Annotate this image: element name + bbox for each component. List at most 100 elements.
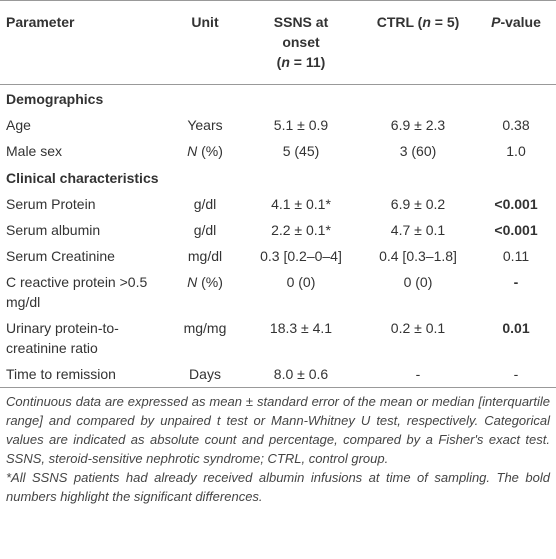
header-text: n xyxy=(281,54,290,70)
cell: N (%) xyxy=(168,269,242,315)
cell-text: Time to remission xyxy=(6,366,116,382)
cell-text: Serum Protein xyxy=(6,196,96,212)
cell-text: g/dl xyxy=(193,222,217,238)
cell-text: Days xyxy=(189,366,221,382)
cell-text: (%) xyxy=(197,143,223,159)
section-title: Demographics xyxy=(6,91,104,107)
data-row: Time to remission Days 8.0 ± 0.6 - - xyxy=(0,361,556,388)
header-cell: Unit xyxy=(168,1,242,85)
cell-text: 5 (45) xyxy=(282,143,320,159)
cell-text: 0.2 ± 0.1 xyxy=(390,320,446,336)
cell-text: - xyxy=(513,274,519,290)
header-cell: P-value xyxy=(476,1,556,85)
cell-text: 4.1 ± 0.1* xyxy=(271,196,331,212)
header-text: Parameter xyxy=(6,14,75,30)
cell: <0.001 xyxy=(476,191,556,217)
cell-text: 6.9 ± 2.3 xyxy=(390,117,446,133)
cell-text: <0.001 xyxy=(494,222,538,238)
cell-text: 6.9 ± 0.2 xyxy=(390,196,446,212)
cell-text: 0 (0) xyxy=(286,274,316,290)
table-body: Demographics Age Years 5.1 ± 0.9 6.9 ± 2.3 0.… xyxy=(0,85,556,388)
cell-text: 8.0 ± 0.6 xyxy=(273,366,329,382)
cell-text: 4.7 ± 0.1 xyxy=(390,222,446,238)
cell-text: N xyxy=(187,274,198,290)
cell: 0.38 xyxy=(476,112,556,138)
cell: - xyxy=(360,361,476,388)
cell: C reactive protein >0.5 mg/dl xyxy=(0,269,168,315)
cell-text: 1.0 xyxy=(506,143,526,159)
cell: Days xyxy=(168,361,242,388)
cell: Urinary protein-to-creatinine ratio xyxy=(0,315,168,361)
cell: mg/mg xyxy=(168,315,242,361)
header-row: Parameter Unit SSNS at onset (n = 11) CTR… xyxy=(0,0,556,85)
cell-text: N xyxy=(187,143,198,159)
section-title: Clinical characteristics xyxy=(6,170,159,186)
cell: 0.11 xyxy=(476,243,556,269)
header-text: n xyxy=(422,14,431,30)
data-row: Male sex N (%) 5 (45) 3 (60) 1.0 xyxy=(0,138,556,164)
cell-text: C reactive protein >0.5 mg/dl xyxy=(6,274,148,310)
section-cell: Demographics xyxy=(0,85,556,113)
cell: N (%) xyxy=(168,138,242,164)
data-row: C reactive protein >0.5 mg/dl N (%) 0 (0) 0… xyxy=(0,269,556,315)
cell-text: 0.3 [0.2–0–4] xyxy=(260,248,342,264)
cell-text: mg/dl xyxy=(187,248,223,264)
cell-text: Urinary protein-to-creatinine ratio xyxy=(6,320,119,356)
cell: 1.0 xyxy=(476,138,556,164)
cell: - xyxy=(476,269,556,315)
footnote-text: *All SSNS patients had already received … xyxy=(6,470,550,504)
cell-text: g/dl xyxy=(193,196,217,212)
cell: 0.4 [0.3–1.8] xyxy=(360,243,476,269)
header-text: SSNS at onset xyxy=(273,14,329,50)
section-row: Clinical characteristics xyxy=(0,164,556,191)
data-row: Serum Creatinine mg/dl 0.3 [0.2–0–4] 0.4 [0… xyxy=(0,243,556,269)
cell-text: 0 (0) xyxy=(403,274,433,290)
header-text: -value xyxy=(500,14,541,30)
footnote-text: Continuous data are expressed as mean ± … xyxy=(6,394,550,466)
cell: 0 (0) xyxy=(360,269,476,315)
cell-text: Years xyxy=(187,117,223,133)
cell-text: Serum Creatinine xyxy=(6,248,115,264)
cell: g/dl xyxy=(168,191,242,217)
cell-text: <0.001 xyxy=(494,196,538,212)
cell: 4.7 ± 0.1 xyxy=(360,217,476,243)
header-text: = 5) xyxy=(430,14,460,30)
cell: Age xyxy=(0,112,168,138)
cell-text: 0.38 xyxy=(502,117,530,133)
data-row: Urinary protein-to-creatinine ratio mg/mg… xyxy=(0,315,556,361)
cell-text: 0.4 [0.3–1.8] xyxy=(379,248,457,264)
cell-text: (%) xyxy=(197,274,223,290)
header-text: P xyxy=(491,14,501,30)
data-row: Serum Protein g/dl 4.1 ± 0.1* 6.9 ± 0.2 <0.0… xyxy=(0,191,556,217)
cell: 5.1 ± 0.9 xyxy=(242,112,360,138)
cell-text: - xyxy=(513,366,519,382)
cell-text: 2.2 ± 0.1* xyxy=(271,222,331,238)
header-text: CTRL ( xyxy=(376,14,423,30)
header-cell: SSNS at onset (n = 11) xyxy=(242,1,360,85)
cell: 0 (0) xyxy=(242,269,360,315)
header-text: = 11) xyxy=(289,54,326,70)
header-cell: CTRL (n = 5) xyxy=(360,1,476,85)
cell-text: 0.01 xyxy=(502,320,530,336)
cell: 5 (45) xyxy=(242,138,360,164)
cell: Years xyxy=(168,112,242,138)
footnote: Continuous data are expressed as mean ± … xyxy=(0,388,556,506)
cell: 0.3 [0.2–0–4] xyxy=(242,243,360,269)
cell: mg/dl xyxy=(168,243,242,269)
header-text: Unit xyxy=(191,14,219,30)
cell: 3 (60) xyxy=(360,138,476,164)
header-text: ( xyxy=(276,54,282,70)
cell: 18.3 ± 4.1 xyxy=(242,315,360,361)
cell: Serum Creatinine xyxy=(0,243,168,269)
cell: g/dl xyxy=(168,217,242,243)
cell: - xyxy=(476,361,556,388)
cell-text: Male sex xyxy=(6,143,63,159)
section-cell: Clinical characteristics xyxy=(0,164,556,191)
cell-text: 0.11 xyxy=(502,248,530,264)
cell: 8.0 ± 0.6 xyxy=(242,361,360,388)
cell-text: 5.1 ± 0.9 xyxy=(273,117,329,133)
cell: <0.001 xyxy=(476,217,556,243)
cell: 2.2 ± 0.1* xyxy=(242,217,360,243)
header-cell: Parameter xyxy=(0,1,168,85)
